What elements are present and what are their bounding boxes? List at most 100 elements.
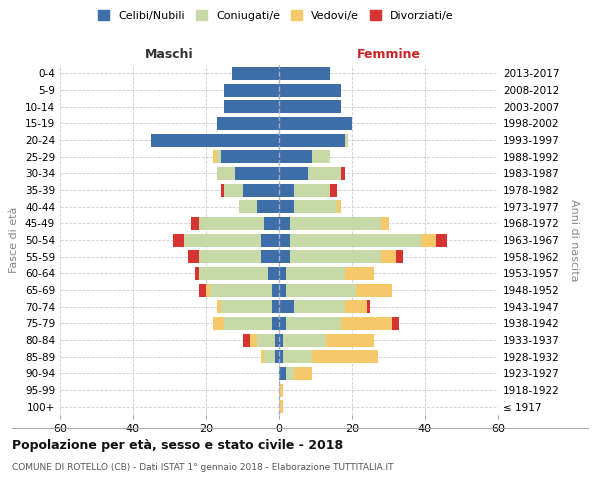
Bar [356,284,392,296]
Bar [224,184,242,196]
Bar [261,234,279,246]
Bar [184,234,261,246]
Bar [290,250,381,263]
Bar [261,350,265,363]
Bar [279,100,341,113]
Bar [279,367,286,380]
Bar [367,300,370,313]
Bar [224,317,272,330]
Bar [337,200,341,213]
Bar [261,250,279,263]
Bar [199,284,206,296]
Bar [279,300,293,313]
Bar [209,284,272,296]
Bar [279,234,290,246]
Bar [265,350,275,363]
Bar [173,234,184,246]
Bar [257,200,279,213]
Bar [392,317,400,330]
Bar [326,334,374,346]
Bar [279,267,286,280]
Bar [188,250,199,263]
Text: Maschi: Maschi [145,48,194,62]
Bar [221,184,224,196]
Bar [272,284,279,296]
Bar [341,317,392,330]
Bar [272,317,279,330]
Bar [279,67,330,80]
Bar [242,184,279,196]
Bar [396,250,403,263]
Bar [275,334,279,346]
Bar [283,350,312,363]
Bar [199,267,268,280]
Text: COMUNE DI ROTELLO (CB) - Dati ISTAT 1° gennaio 2018 - Elaborazione TUTTITALIA.IT: COMUNE DI ROTELLO (CB) - Dati ISTAT 1° g… [12,464,394,472]
Text: Femmine: Femmine [356,48,421,62]
Bar [206,284,209,296]
Bar [341,167,344,180]
Bar [250,334,257,346]
Bar [279,150,312,163]
Bar [217,150,221,163]
Bar [286,267,345,280]
Bar [279,217,290,230]
Y-axis label: Fasce di età: Fasce di età [10,207,19,273]
Legend: Celibi/Nubili, Coniugati/e, Vedovi/e, Divorziati/e: Celibi/Nubili, Coniugati/e, Vedovi/e, Di… [96,8,456,23]
Bar [279,334,283,346]
Bar [308,167,341,180]
Bar [224,84,279,96]
Bar [279,350,283,363]
Bar [436,234,447,246]
Bar [293,300,345,313]
Bar [279,250,290,263]
Bar [275,350,279,363]
Bar [221,300,272,313]
Bar [290,217,381,230]
Bar [293,367,312,380]
Bar [195,267,199,280]
Bar [242,334,250,346]
Bar [344,267,374,280]
Bar [232,67,279,80]
Bar [279,84,341,96]
Bar [279,384,283,396]
Bar [265,217,279,230]
Bar [381,250,396,263]
Bar [272,300,279,313]
Bar [199,250,261,263]
Bar [344,134,349,146]
Bar [235,167,279,180]
Bar [286,367,293,380]
Bar [224,100,279,113]
Bar [279,317,286,330]
Bar [279,200,293,213]
Bar [199,217,265,230]
Bar [279,167,308,180]
Bar [257,334,275,346]
Bar [330,184,337,196]
Bar [312,350,377,363]
Bar [214,317,224,330]
Bar [286,284,356,296]
Y-axis label: Anni di nascita: Anni di nascita [569,198,579,281]
Bar [421,234,436,246]
Bar [217,300,221,313]
Bar [344,300,367,313]
Bar [214,150,217,163]
Bar [239,200,257,213]
Bar [312,150,330,163]
Bar [151,134,279,146]
Bar [279,117,352,130]
Bar [279,134,344,146]
Bar [290,234,421,246]
Bar [217,117,279,130]
Bar [191,217,199,230]
Bar [293,200,337,213]
Bar [217,167,235,180]
Bar [268,267,279,280]
Bar [283,334,326,346]
Bar [221,150,279,163]
Bar [381,217,389,230]
Bar [279,284,286,296]
Bar [279,184,293,196]
